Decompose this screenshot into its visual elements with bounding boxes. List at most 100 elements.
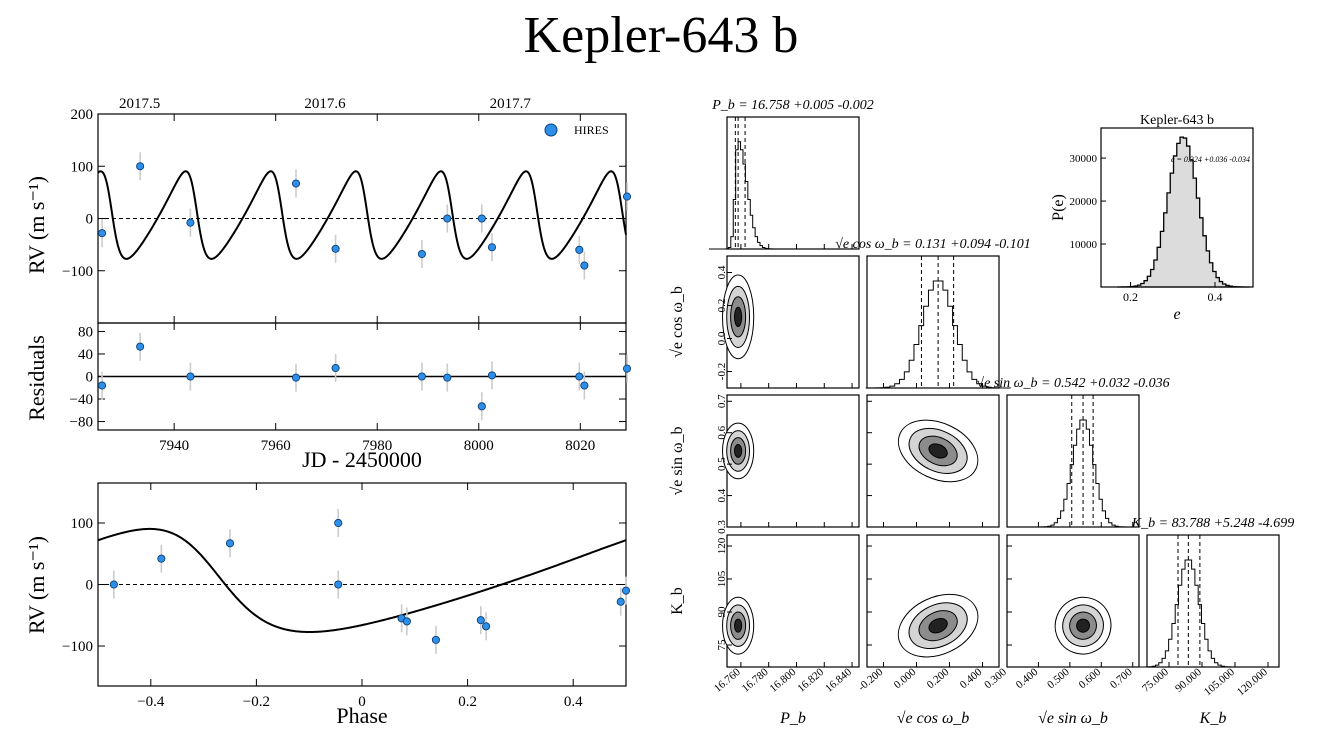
x-tick-label: 0.300 <box>982 666 1009 691</box>
y-tick-label: 30000 <box>1070 153 1098 165</box>
y-axis-label: RV (m s⁻¹) <box>24 176 49 274</box>
data-point <box>443 373 452 382</box>
y-tick-label: −100 <box>62 639 93 655</box>
x-tick-label: 16.760 <box>712 666 743 695</box>
x-tick-label: 7960 <box>261 438 291 454</box>
hist-title: Kepler-643 b <box>1140 113 1214 128</box>
y-tick-label: 0.0 <box>716 331 728 345</box>
plot-frame <box>866 534 1000 668</box>
legend-label: HIRES <box>574 123 609 137</box>
y-tick-label: 20000 <box>1070 196 1098 208</box>
data-point <box>580 261 589 270</box>
data-point <box>331 244 340 253</box>
y-tick-label: 0.6 <box>716 425 728 439</box>
data-point <box>98 381 107 390</box>
contour-level <box>734 444 743 458</box>
y-tick-label: 0.5 <box>716 457 728 471</box>
y-axis-label: P(e) <box>1050 194 1067 221</box>
y-tick-label: 90 <box>716 606 728 618</box>
x-axis-label: P_b <box>779 710 806 727</box>
corner-hist-ssinw: √e sin ω_b = 0.542 +0.032 -0.036 <box>976 376 1170 528</box>
data-point <box>417 372 426 381</box>
contour-level <box>928 443 948 459</box>
x-axis-label: K_b <box>1199 710 1227 727</box>
data-point <box>98 229 107 238</box>
residuals-panel: 7940 7960 7980 8000 8020 −80 −40 0 40 80 Residuals… <box>24 322 632 472</box>
data-point <box>291 179 301 188</box>
y-tick-label: 0 <box>86 578 94 594</box>
x-tick-label: 16.780 <box>740 666 771 695</box>
x-tick-label: 7980 <box>362 438 392 454</box>
model-curve <box>97 527 627 633</box>
y-tick-label: −80 <box>70 415 93 431</box>
histogram-steps <box>1006 419 1132 528</box>
data-point <box>225 539 235 548</box>
x-tick-label: 16.800 <box>768 666 799 695</box>
x-tick-label: 0.700 <box>1108 666 1135 691</box>
plot-frame <box>1006 534 1140 668</box>
data-point <box>157 554 166 563</box>
x-tick-label: 0.2 <box>458 694 477 710</box>
hist-title: P_b = 16.758 +0.005 -0.002 <box>711 98 874 113</box>
x-tick-label: 8000 <box>464 438 494 454</box>
y-axis-label: Residuals <box>24 335 49 421</box>
top-axis-label: 2017.5 <box>119 96 160 112</box>
y-tick-label: 0.2 <box>716 299 728 313</box>
x-axis-label: Phase <box>336 703 387 728</box>
y-tick-label: 0.4 <box>716 488 728 502</box>
plot-frame <box>1100 127 1254 288</box>
x-tick-label: 0.4 <box>1208 290 1223 304</box>
y-tick-label: −100 <box>62 264 93 280</box>
data-point <box>622 364 632 373</box>
data-point <box>334 580 343 589</box>
plot-frame <box>726 534 860 668</box>
x-tick-label: 0.2 <box>1123 290 1138 304</box>
corner-hist-Pb: P_b = 16.758 +0.005 -0.002 <box>708 98 874 250</box>
data-point <box>402 617 411 626</box>
top-axis-label: 2017.7 <box>490 96 532 112</box>
y-tick-label: 10000 <box>1070 239 1098 251</box>
corner-contour-ssinw-Kb: 0.300 0.400 0.500 0.600 0.700 √e sin ω_b <box>982 534 1140 727</box>
data-point <box>580 381 589 390</box>
y-tick-label: 80 <box>78 324 93 340</box>
data-point <box>477 402 486 411</box>
histogram-fill <box>1117 136 1250 288</box>
x-tick-label: 0 <box>358 694 366 710</box>
x-tick-label: 105.000 <box>1202 666 1237 698</box>
y-tick-label: 0 <box>86 212 94 228</box>
data-point <box>431 635 440 644</box>
corner-contour-Pb-scosw: -0.2 0.0 0.2 0.4 √e cos ω_b <box>669 255 860 389</box>
x-tick-label: 0.000 <box>892 666 919 691</box>
y-tick-label: 120 <box>716 537 728 554</box>
x-tick-label: 75.000 <box>1140 666 1171 695</box>
data-point <box>291 373 301 382</box>
data-point <box>482 622 491 631</box>
data-point <box>417 249 426 259</box>
plot-frame <box>1146 534 1280 668</box>
x-axis-label: JD - 2450000 <box>302 447 422 472</box>
data-point <box>616 597 625 606</box>
data-point <box>334 518 343 528</box>
x-tick-label: 120.000 <box>1235 666 1270 698</box>
y-axis-label: K_b <box>669 587 686 615</box>
hist-title: K_b = 83.788 +5.248 -4.699 <box>1131 516 1294 531</box>
data-point <box>443 214 452 223</box>
data-point <box>186 372 195 381</box>
corner-contour-Pb-Kb: 75 90 105 120 K_b 16.76016.78016.80016.82016.… <box>669 534 860 727</box>
corner-contour-Pb-ssinw: 0.3 0.4 0.5 0.6 0.7 √e sin ω_b <box>669 394 860 534</box>
y-tick-label: −40 <box>70 392 93 408</box>
y-tick-label: 40 <box>78 347 93 363</box>
x-axis-label: √e sin ω_b <box>1038 710 1108 727</box>
ecc-hist-panel: 0.2 0.4 10000 20000 30000 Kepler-643 b e = 0.3… <box>1050 113 1254 323</box>
x-tick-label: 0.4 <box>564 694 583 710</box>
data-point <box>477 214 486 223</box>
x-axis-label: √e cos ω_b <box>897 710 970 727</box>
y-axis-label: RV (m s⁻¹) <box>24 536 49 634</box>
y-tick-label: 0.7 <box>716 394 728 408</box>
y-axis-label: √e sin ω_b <box>669 426 686 495</box>
data-point <box>476 616 485 625</box>
data-point <box>575 372 584 381</box>
data-point <box>136 162 145 171</box>
y-tick-label: -0.2 <box>716 363 728 380</box>
